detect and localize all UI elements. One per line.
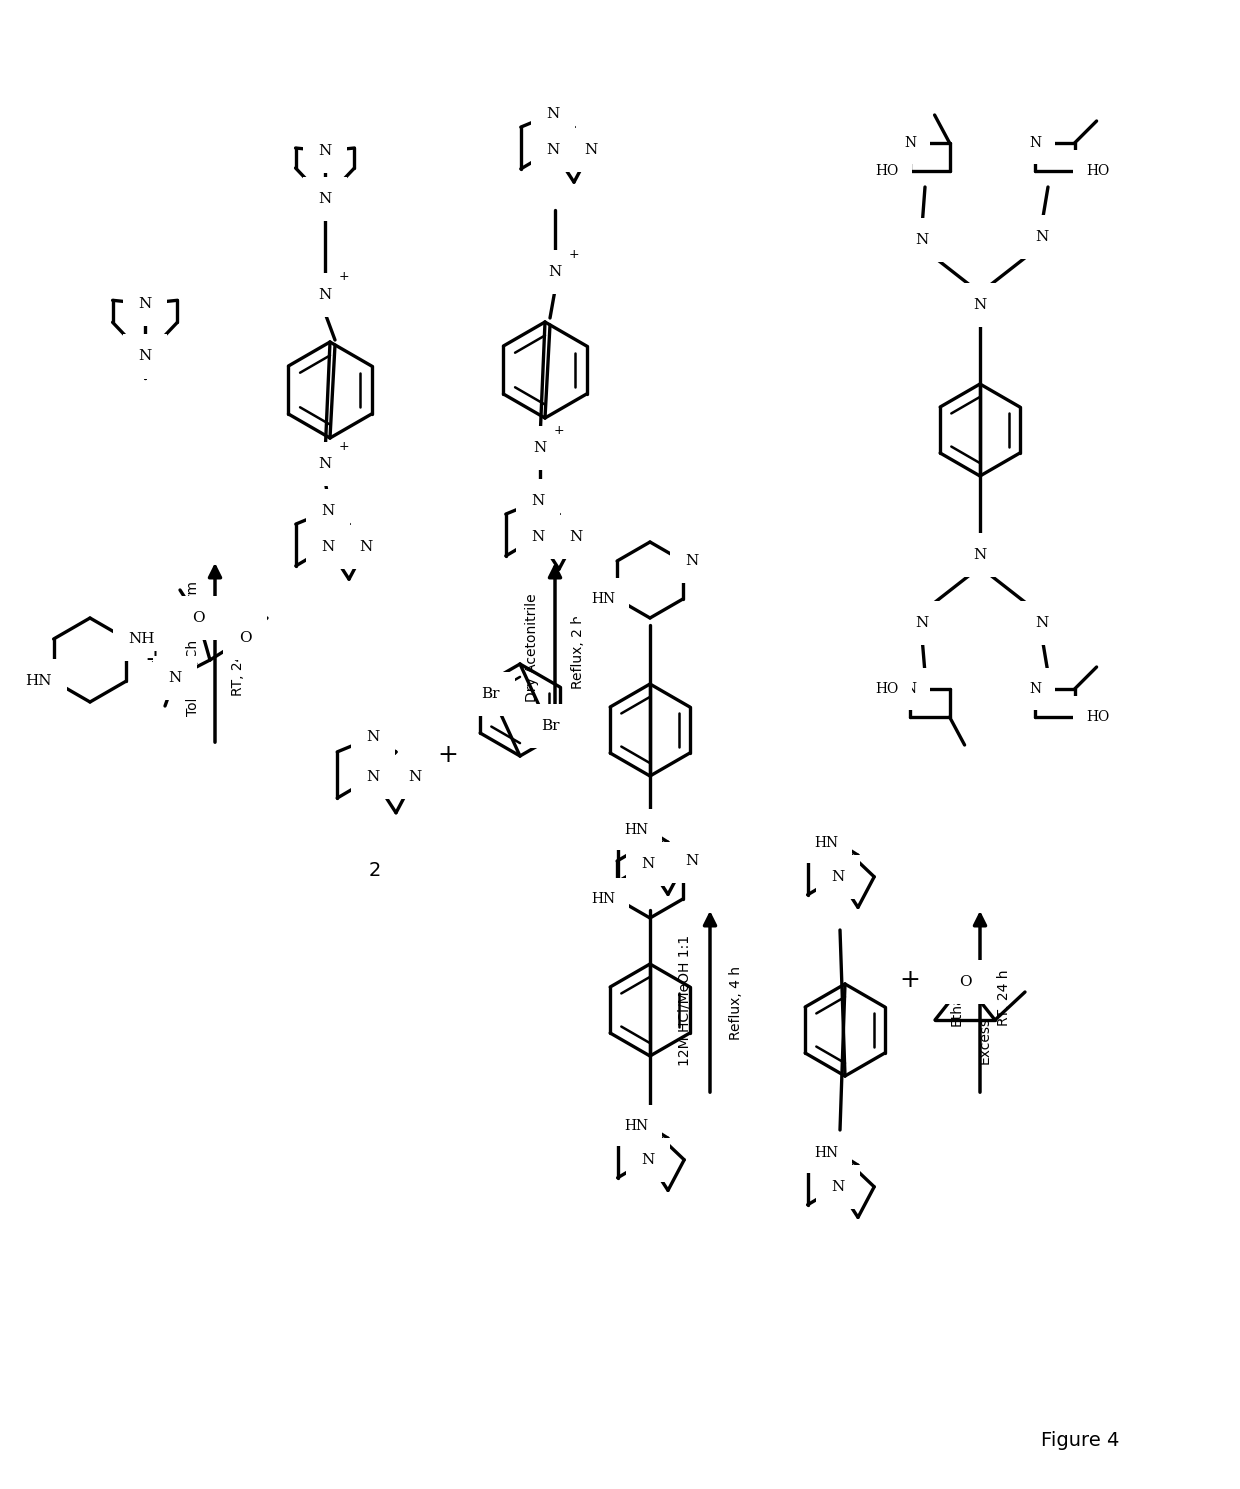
Text: N: N xyxy=(915,616,929,630)
Text: HN: HN xyxy=(815,835,838,850)
Text: N: N xyxy=(641,856,655,871)
Text: N: N xyxy=(832,1179,844,1194)
Text: HN: HN xyxy=(591,892,615,905)
Text: N: N xyxy=(139,296,151,311)
Text: N: N xyxy=(321,541,335,554)
Text: HO: HO xyxy=(875,682,899,695)
Text: N: N xyxy=(366,770,379,785)
Text: N: N xyxy=(569,530,583,543)
Text: HO: HO xyxy=(1086,710,1110,724)
Text: Br: Br xyxy=(481,686,500,701)
Text: RT, 24 h: RT, 24 h xyxy=(997,969,1011,1026)
Text: +: + xyxy=(569,249,579,261)
Text: N: N xyxy=(1029,682,1042,695)
Text: N: N xyxy=(1029,135,1042,150)
Text: N: N xyxy=(641,1152,655,1167)
Text: N: N xyxy=(319,192,331,205)
Text: N: N xyxy=(319,457,331,471)
Text: O: O xyxy=(192,610,205,625)
Text: N: N xyxy=(584,143,598,156)
Text: O: O xyxy=(959,975,971,989)
Text: Excess: Excess xyxy=(978,1017,992,1063)
Text: N: N xyxy=(321,503,335,518)
Text: N: N xyxy=(904,135,916,150)
Text: N: N xyxy=(548,265,562,278)
Text: 4:1: 4:1 xyxy=(231,637,246,660)
Text: N: N xyxy=(319,144,331,158)
Text: Reflux, 2 h: Reflux, 2 h xyxy=(570,615,585,689)
Text: N: N xyxy=(684,855,698,868)
Text: HO: HO xyxy=(1086,164,1110,179)
Text: HN: HN xyxy=(624,822,649,837)
Text: N: N xyxy=(1035,229,1049,244)
Text: N: N xyxy=(915,232,929,247)
Text: N: N xyxy=(169,672,181,685)
Text: HN: HN xyxy=(25,675,52,688)
Text: N: N xyxy=(532,494,544,508)
Text: HN: HN xyxy=(624,1118,649,1133)
Text: N: N xyxy=(547,107,559,121)
Text: Toluene/Chloroform: Toluene/Chloroform xyxy=(185,581,198,716)
Text: +: + xyxy=(438,743,459,767)
Text: +: + xyxy=(899,968,920,992)
Text: N: N xyxy=(684,554,698,567)
Text: Dry Acetonitrile: Dry Acetonitrile xyxy=(525,594,539,703)
Text: HO: HO xyxy=(875,164,899,179)
Text: N: N xyxy=(532,530,544,543)
Text: 2: 2 xyxy=(368,861,381,880)
Text: RT, 24 h: RT, 24 h xyxy=(231,640,246,697)
Text: Reflux, 4 h: Reflux, 4 h xyxy=(729,966,743,1039)
Text: N: N xyxy=(547,143,559,156)
Text: N: N xyxy=(360,541,373,554)
Text: HN: HN xyxy=(815,1145,838,1160)
Text: 12M HCl/MeOH 1:1: 12M HCl/MeOH 1:1 xyxy=(678,935,692,1066)
Text: N: N xyxy=(139,350,151,363)
Text: N: N xyxy=(904,682,916,695)
Text: HO: HO xyxy=(1086,164,1110,179)
Text: Figure 4: Figure 4 xyxy=(1040,1431,1120,1449)
Text: +: + xyxy=(145,648,165,672)
Text: N: N xyxy=(366,730,379,744)
Text: Br: Br xyxy=(541,719,559,733)
Text: N: N xyxy=(832,870,844,884)
Text: HO: HO xyxy=(1086,710,1110,724)
Text: N: N xyxy=(973,548,987,561)
Text: +: + xyxy=(339,441,350,453)
Text: +: + xyxy=(339,270,350,283)
Text: +: + xyxy=(554,424,564,436)
Text: Ethanol: Ethanol xyxy=(950,974,963,1026)
Text: N: N xyxy=(319,287,331,302)
Text: N: N xyxy=(533,441,547,456)
Text: N: N xyxy=(408,770,422,785)
Text: HN: HN xyxy=(591,593,615,606)
Text: O: O xyxy=(238,631,252,645)
Text: N: N xyxy=(973,298,987,313)
Text: N: N xyxy=(1035,616,1049,630)
Text: NH: NH xyxy=(129,631,155,646)
